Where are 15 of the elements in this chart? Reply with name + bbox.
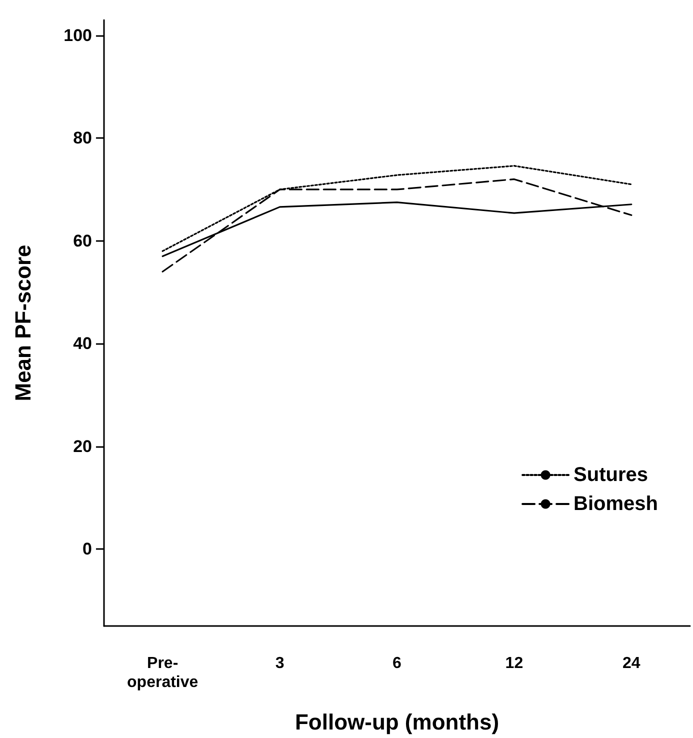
x-tick-label: 6 [392,655,402,672]
x-tick-label: Pre- operative [127,655,198,691]
x-tick-label: 12 [505,655,524,672]
y-tick-label: 20 [73,436,92,456]
y-tick-label: 80 [73,128,92,148]
x-tick-label: 3 [275,655,284,672]
legend-label: Biomesh [574,493,658,515]
y-tick-label: 100 [64,26,92,45]
y-tick-label: 40 [73,334,92,354]
y-axis-title: Mean PF-score [10,244,36,402]
x-axis-title: Follow-up (months) [294,710,500,734]
y-tick-label: 0 [82,539,92,558]
y-tick-label: 60 [73,231,92,250]
legend-label: Sutures [574,464,648,486]
x-tick-label: 24 [622,655,640,672]
